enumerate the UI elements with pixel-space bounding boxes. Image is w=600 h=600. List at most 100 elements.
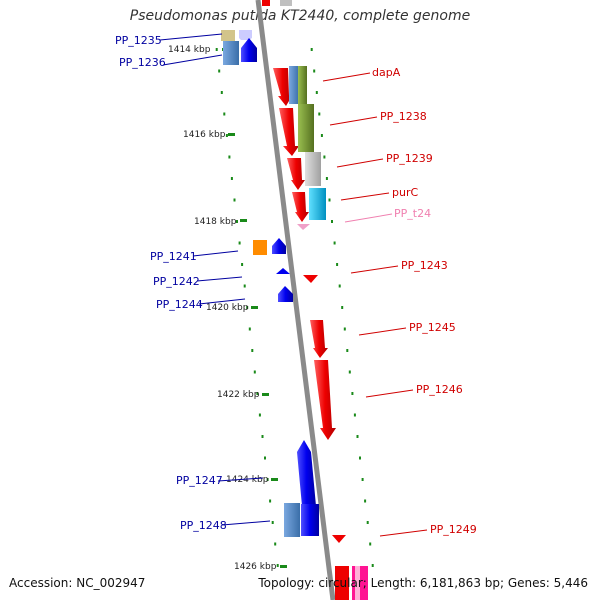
ruler-dot — [276, 564, 279, 567]
gene-label-pp1242[interactable]: PP_1242 — [153, 275, 200, 288]
tick-label: 1426 kbp — [234, 562, 277, 572]
ruler-major-tick — [262, 393, 269, 396]
gene-purc[interactable] — [292, 192, 309, 222]
gene-pp1243[interactable] — [303, 275, 318, 283]
ruler-dot — [341, 306, 344, 309]
ruler-dot — [369, 542, 372, 546]
gene-pp1244[interactable] — [278, 286, 293, 302]
ruler-dot — [361, 478, 364, 481]
tick-label: 1424 kbp — [226, 475, 269, 485]
ruler-dot — [230, 177, 233, 180]
ruler-major-tick — [280, 565, 287, 568]
gene-pp1235[interactable] — [221, 30, 235, 41]
ruler-dot — [325, 177, 328, 180]
tick-label: 1416 kbp — [183, 130, 226, 140]
ruler-dot — [366, 521, 369, 524]
ruler-dot — [348, 370, 351, 374]
gene-label-pp1246[interactable]: PP_1246 — [416, 383, 463, 396]
gene-grey-1[interactable] — [305, 152, 321, 186]
gene-label-pp1247[interactable]: PP_1247 — [176, 474, 223, 487]
genome-backbone — [255, 0, 336, 600]
accession-text: Accession: NC_002947 — [9, 576, 146, 590]
ruler-dot — [218, 69, 221, 73]
gene-pp1235-b[interactable] — [239, 30, 252, 40]
ruler-dot — [256, 392, 259, 395]
tick-label: 1414 kbp — [168, 45, 211, 55]
gene-label-pp1241[interactable]: PP_1241 — [150, 250, 197, 263]
ruler-dot — [266, 478, 269, 481]
gene-pp1242[interactable] — [276, 268, 290, 274]
gene-pp1248[interactable] — [284, 503, 300, 537]
ruler-dot — [313, 69, 316, 73]
tick-label: 1422 kbp — [217, 390, 260, 400]
ruler-dot — [274, 542, 277, 546]
gene-label-pp1236[interactable]: PP_1236 — [119, 56, 166, 69]
gene-label-pp1249[interactable]: PP_1249 — [430, 523, 477, 536]
ruler-major-tick — [228, 133, 235, 136]
ruler-dot — [271, 521, 274, 524]
ruler-dot — [258, 413, 261, 417]
gene-pp1236-b[interactable] — [241, 38, 257, 62]
ruler-major-tick — [251, 306, 258, 309]
ruler-dot — [228, 155, 231, 159]
genome-summary-text: Topology: circular; Length: 6,181,863 bp… — [258, 576, 588, 590]
ruler-dot — [236, 220, 238, 223]
ruler-dot — [243, 284, 246, 288]
ruler-dot — [353, 413, 356, 417]
gene-top-grey[interactable] — [280, 0, 292, 6]
gene-cyan-1[interactable] — [309, 188, 326, 220]
map-title: Pseudomonas putida KT2440, complete geno… — [129, 8, 471, 24]
gene-label-dapa[interactable]: dapA — [372, 66, 401, 79]
gene-steel-2[interactable] — [289, 66, 299, 104]
ruler-dot — [223, 112, 226, 116]
gene-pp1241-b[interactable] — [272, 238, 286, 254]
ruler-dot — [333, 241, 336, 245]
ruler-dot — [320, 134, 323, 137]
ruler-dot — [220, 91, 223, 94]
ruler-dot — [364, 499, 367, 503]
gene-label-pp1243[interactable]: PP_1243 — [401, 259, 448, 272]
gene-label-pp1238[interactable]: PP_1238 — [380, 110, 427, 123]
gene-top-red[interactable] — [262, 0, 270, 6]
gene-pp1238[interactable] — [279, 108, 299, 156]
ruler-dot — [261, 435, 264, 438]
ruler-dot — [343, 327, 346, 331]
ruler-dot — [328, 198, 331, 202]
ruler-dots — [215, 48, 374, 567]
ruler-dot — [336, 263, 339, 266]
gene-bottom-red[interactable] — [335, 566, 349, 600]
gene-pp1248-b[interactable] — [301, 504, 319, 536]
gene-dapa[interactable] — [273, 68, 292, 106]
gene-pp1249[interactable] — [332, 535, 346, 543]
gene-label-pp1239[interactable]: PP_1239 — [386, 152, 433, 165]
ruler-labels: 1414 kbp 1416 kbp 1418 kbp 1420 kbp 1422… — [168, 45, 277, 572]
ruler-dot — [359, 456, 361, 460]
gene-olive-2[interactable] — [298, 104, 314, 152]
gene-label-pp1248[interactable]: PP_1248 — [180, 519, 227, 532]
ruler-dot — [310, 48, 313, 51]
gene-pp1241[interactable] — [253, 240, 267, 255]
gene-label-purc[interactable]: purC — [392, 186, 418, 199]
ruler-dot — [338, 284, 341, 288]
gene-pp1239[interactable] — [287, 158, 305, 190]
gene-label-pp1244[interactable]: PP_1244 — [156, 298, 203, 311]
gene-olive-1[interactable] — [298, 66, 307, 104]
gene-pp-t24[interactable] — [297, 224, 310, 230]
gene-pp1245[interactable] — [310, 320, 328, 358]
ruler-dot — [251, 349, 254, 352]
gene-pp1247[interactable] — [297, 440, 316, 506]
tick-label: 1420 kbp — [206, 303, 249, 313]
gene-label-pp1235[interactable]: PP_1235 — [115, 34, 162, 47]
ruler-dot — [233, 198, 236, 202]
ruler-dot — [371, 564, 374, 567]
right-labels: dapA PP_1238 PP_1239 purC PP_t24 PP_1243… — [372, 66, 477, 536]
gene-track — [221, 0, 368, 600]
gene-bottom-pink[interactable] — [355, 566, 360, 600]
gene-label-pp1245[interactable]: PP_1245 — [409, 321, 456, 334]
gene-pp1236[interactable] — [223, 41, 239, 65]
ruler-major-tick — [271, 478, 278, 481]
right-leaders — [322, 72, 428, 537]
gene-label-pp-t24[interactable]: PP_t24 — [394, 207, 431, 220]
gene-pp1246[interactable] — [314, 360, 336, 440]
